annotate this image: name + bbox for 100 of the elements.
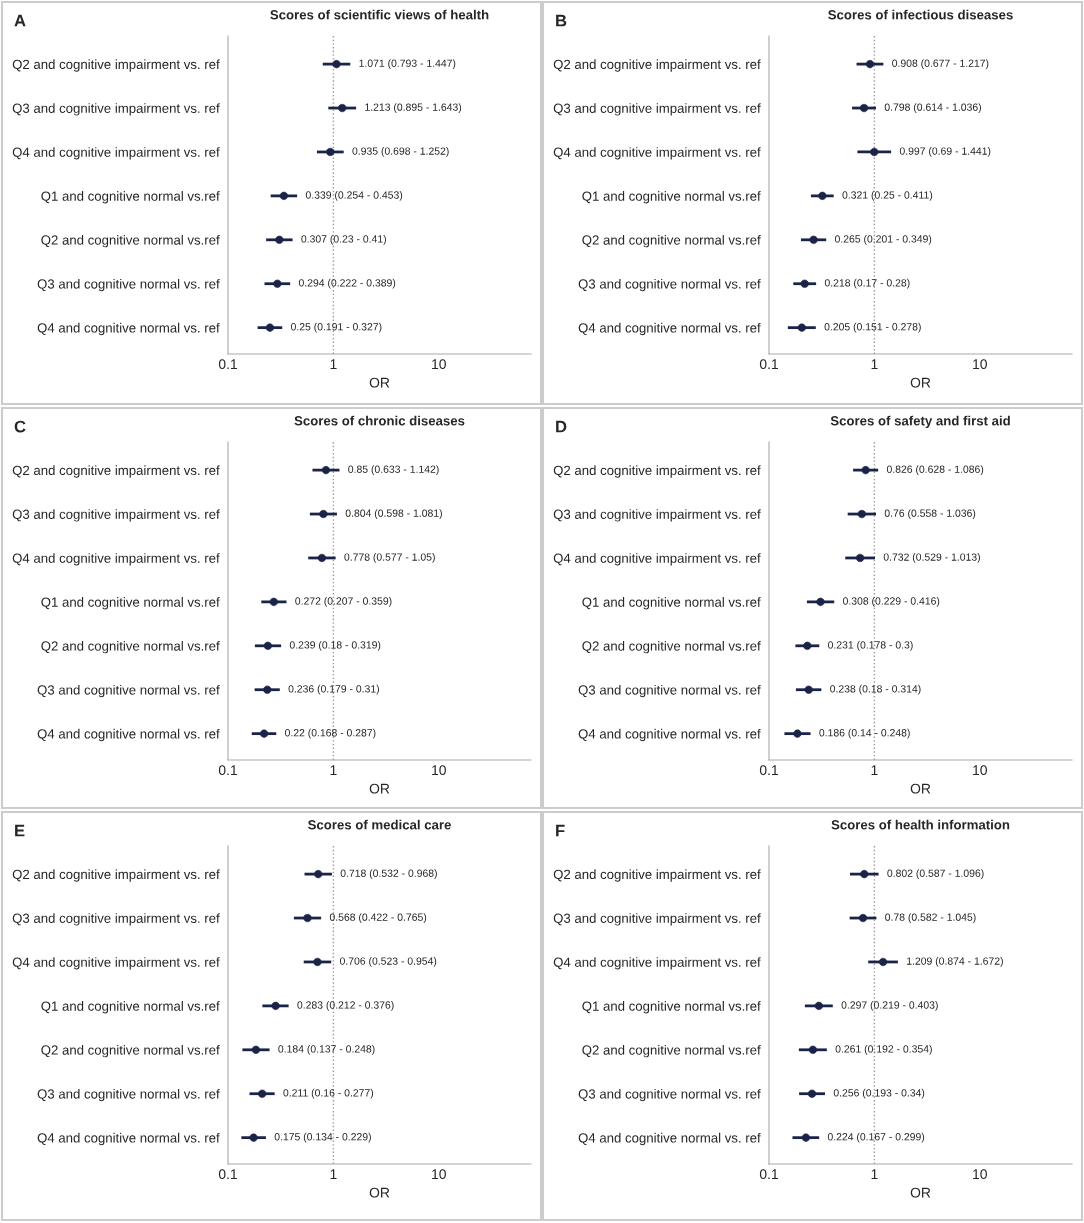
y-tick-label: Q3 and cognitive normal vs. ref: [37, 684, 220, 698]
data-label: 0.804 (0.598 - 1.081): [345, 509, 442, 519]
y-tick-label: Q2 and cognitive impairment vs. ref: [553, 465, 761, 478]
data-label: 0.231 (0.178 - 0.3): [828, 640, 913, 651]
data-label: 0.261 (0.192 - 0.354): [835, 1044, 932, 1055]
y-tick-label: Q2 and cognitive normal vs.ref: [582, 235, 761, 248]
y-tick-label: Q4 and cognitive impairment vs. ref: [12, 553, 220, 566]
x-axis-title: OR: [369, 1187, 390, 1198]
data-label: 0.339 (0.254 - 0.453): [305, 191, 403, 201]
x-tick-label: 0.1: [218, 1169, 237, 1180]
data-label: 0.297 (0.219 - 0.403): [841, 1001, 938, 1011]
y-tick-label: Q2 and cognitive normal vs.ref: [582, 641, 761, 654]
data-label: 1.071 (0.793 - 1.447): [359, 59, 456, 69]
data-label: 0.294 (0.222 - 0.389): [298, 278, 396, 289]
x-tick-label: 0.1: [759, 359, 778, 370]
data-label: 0.718 (0.532 - 0.968): [340, 869, 437, 879]
chart-title: Scores of health information: [831, 819, 1010, 830]
data-label: 0.184 (0.137 - 0.248): [278, 1044, 375, 1055]
y-tick-label: Q1 and cognitive normal vs.ref: [582, 597, 761, 610]
data-label: 0.321 (0.25 - 0.411): [842, 191, 933, 201]
y-tick-label: Q4 and cognitive normal vs. ref: [578, 1132, 761, 1146]
data-label: 0.308 (0.229 - 0.416): [842, 597, 940, 607]
x-tick-label: 1: [330, 359, 337, 369]
data-label: 0.186 (0.14 - 0.248): [819, 728, 910, 739]
x-tick-label: 0.1: [218, 359, 237, 370]
data-label: 0.236 (0.179 - 0.31): [288, 684, 379, 695]
data-label: 0.238 (0.18 - 0.314): [830, 684, 921, 695]
x-axis-title: OR: [369, 783, 390, 794]
data-label: 0.732 (0.529 - 1.013): [883, 553, 980, 563]
data-label: 0.78 (0.582 - 1.045): [885, 913, 976, 923]
data-label: 0.826 (0.628 - 1.086): [886, 465, 984, 475]
y-tick-label: Q4 and cognitive normal vs. ref: [578, 728, 761, 742]
text: A: [14, 14, 26, 27]
data-label: 0.568 (0.422 - 0.765): [329, 913, 427, 923]
text: B: [556, 14, 567, 27]
x-axis-title: OR: [910, 783, 931, 794]
y-tick-label: Q2 and cognitive impairment vs. ref: [553, 59, 761, 72]
chart-title: Scores of safety and first aid: [830, 415, 1010, 429]
text: C: [14, 420, 26, 433]
x-tick-label: 10: [973, 359, 987, 370]
x-axis-title: OR: [910, 1187, 931, 1198]
y-tick-label: Q4 and cognitive normal vs. ref: [37, 322, 220, 336]
y-tick-label: Q4 and cognitive impairment vs. ref: [12, 147, 220, 160]
y-tick-label: Q2 and cognitive normal vs.ref: [41, 235, 220, 248]
y-tick-label: Q3 and cognitive impairment vs. ref: [553, 913, 761, 926]
data-label: 0.85 (0.633 - 1.142): [348, 465, 439, 475]
data-label: 0.76 (0.558 - 1.036): [884, 509, 976, 519]
y-tick-label: Q3 and cognitive impairment vs. ref: [12, 103, 220, 116]
x-tick-label: 0.1: [759, 765, 778, 776]
y-tick-label: Q4 and cognitive impairment vs. ref: [12, 957, 220, 970]
y-tick-label: Q3 and cognitive impairment vs. ref: [12, 913, 220, 926]
x-tick-label: 1: [871, 765, 878, 775]
y-tick-label: Q3 and cognitive normal vs. ref: [37, 278, 220, 292]
y-tick-label: Q3 and cognitive normal vs. ref: [578, 278, 761, 292]
data-label: 0.239 (0.18 - 0.319): [289, 640, 381, 651]
data-label: 0.211 (0.16 - 0.277): [283, 1088, 374, 1099]
y-tick-label: Q2 and cognitive impairment vs. ref: [12, 465, 220, 478]
data-label: 0.706 (0.523 - 0.954): [339, 957, 437, 967]
data-label: 1.213 (0.895 - 1.643): [365, 103, 462, 113]
data-label: 1.209 (0.874 - 1.672): [907, 957, 1003, 967]
data-label: 0.25 (0.191 - 0.327): [290, 322, 382, 333]
y-tick-label: Q3 and cognitive normal vs. ref: [37, 1088, 220, 1102]
x-tick-label: 10: [432, 359, 446, 370]
x-axis-title: OR: [369, 377, 390, 388]
x-tick-label: 10: [973, 1169, 987, 1180]
y-tick-label: Q4 and cognitive normal vs. ref: [37, 728, 220, 742]
data-label: 0.908 (0.677 - 1.217): [892, 59, 989, 69]
y-tick-label: Q4 and cognitive impairment vs. ref: [553, 553, 761, 566]
y-tick-label: Q2 and cognitive normal vs.ref: [582, 1045, 761, 1058]
y-tick-label: Q3 and cognitive normal vs. ref: [578, 1088, 761, 1102]
data-label: 0.307 (0.23 - 0.41): [301, 234, 386, 245]
x-tick-label: 10: [973, 765, 987, 776]
y-tick-label: Q1 and cognitive normal vs.ref: [41, 597, 220, 610]
y-tick-label: Q1 and cognitive normal vs.ref: [582, 1001, 761, 1014]
data-label: 0.283 (0.212 - 0.376): [297, 1001, 394, 1011]
data-label: 0.205 (0.151 - 0.278): [824, 322, 921, 333]
y-tick-label: Q4 and cognitive normal vs. ref: [37, 1132, 220, 1146]
text: E: [15, 824, 25, 837]
y-tick-label: Q1 and cognitive normal vs.ref: [41, 191, 220, 204]
y-tick-label: Q2 and cognitive impairment vs. ref: [12, 59, 220, 72]
y-tick-label: Q2 and cognitive impairment vs. ref: [12, 869, 220, 882]
chart-title: Scores of chronic diseases: [294, 415, 465, 426]
data-label: 0.224 (0.167 - 0.299): [827, 1132, 925, 1143]
y-tick-label: Q2 and cognitive impairment vs. ref: [553, 869, 761, 882]
x-tick-label: 10: [432, 765, 446, 776]
text: D: [556, 420, 567, 433]
data-label: 0.798 (0.614 - 1.036): [884, 103, 981, 113]
y-tick-label: Q3 and cognitive normal vs. ref: [578, 684, 761, 698]
x-tick-label: 1: [330, 1169, 337, 1179]
x-tick-label: 0.1: [759, 1169, 778, 1180]
chart-title: Scores of scientific views of health: [270, 9, 489, 20]
y-tick-label: Q3 and cognitive impairment vs. ref: [553, 103, 761, 116]
x-tick-label: 0.1: [218, 765, 237, 776]
data-label: 0.175 (0.134 - 0.229): [274, 1132, 371, 1143]
x-tick-label: 10: [432, 1169, 446, 1180]
data-label: 0.997 (0.69 - 1.441): [899, 147, 991, 157]
data-label: 0.256 (0.193 - 0.34): [833, 1088, 925, 1099]
y-tick-label: Q1 and cognitive normal vs.ref: [41, 1001, 220, 1014]
y-tick-label: Q3 and cognitive impairment vs. ref: [12, 509, 220, 522]
x-tick-label: 1: [871, 359, 878, 369]
